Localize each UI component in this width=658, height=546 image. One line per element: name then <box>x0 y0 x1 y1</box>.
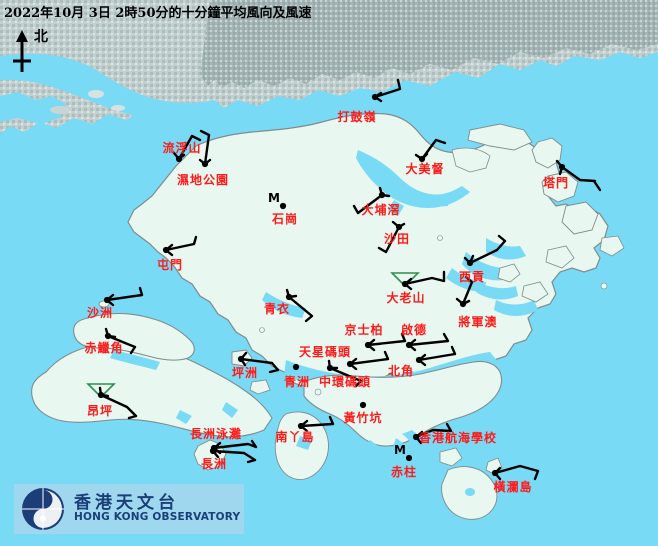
station-label-lau-fau-shan[interactable]: 流浮山 <box>162 141 202 155</box>
station-label-kai-tak[interactable]: 啟德 <box>400 323 428 337</box>
north-label: 北 <box>34 29 48 45</box>
station-label-waglan-island[interactable]: 橫瀾島 <box>493 480 533 494</box>
north-arrow: 北 <box>8 28 68 76</box>
station-label-peng-chau[interactable]: 坪洲 <box>231 366 259 380</box>
station-label-tates-cairn[interactable]: 大老山 <box>386 291 426 305</box>
station-label-hk-sea-school[interactable]: 香港航海學校 <box>418 431 498 445</box>
station-label-tuen-mun[interactable]: 屯門 <box>156 258 184 272</box>
station-label-sha-chau[interactable]: 沙洲 <box>86 306 114 320</box>
calm-marker-shek-kong: M <box>268 191 280 205</box>
station-label-tai-po-kau[interactable]: 大埔滘 <box>361 203 401 217</box>
station-label-tap-mun[interactable]: 塔門 <box>542 176 570 190</box>
station-label-tsing-yi[interactable]: 青衣 <box>263 302 291 316</box>
logo-name-cn: 香港天文台 <box>74 492 179 513</box>
page-title: 2022年10月 3日 2時50分的十分鐘平均風向及風速 <box>4 6 312 21</box>
station-label-chek-lap-kok[interactable]: 赤鱲角 <box>84 341 124 355</box>
hko-logo: 香港天文台 HONG KONG OBSERVATORY <box>14 484 244 534</box>
station-label-wetland-park[interactable]: 濕地公園 <box>176 173 230 187</box>
station-label-tseung-kwan-o[interactable]: 將軍澳 <box>458 315 498 329</box>
station-label-wong-chuk-hang[interactable]: 黃竹坑 <box>343 411 383 425</box>
station-label-lamma-island[interactable]: 南丫島 <box>275 430 315 444</box>
station-label-cheung-chau-b[interactable]: 長洲泳灘 <box>189 427 243 441</box>
station-label-sha-tin[interactable]: 沙田 <box>383 232 411 246</box>
logo-name-en: HONG KONG OBSERVATORY <box>74 511 241 524</box>
station-label-sai-kung[interactable]: 西貢 <box>458 270 486 284</box>
station-label-stanley[interactable]: 赤柱 <box>390 465 418 479</box>
station-label-ta-kwu-ling[interactable]: 打鼓嶺 <box>337 110 377 124</box>
station-label-star-ferry[interactable]: 天星碼頭 <box>298 345 352 359</box>
station-label-central-pier[interactable]: 中環碼頭 <box>318 375 372 389</box>
station-label-tai-mei-tuk[interactable]: 大美督 <box>405 162 445 176</box>
calm-marker-stanley: M <box>394 443 406 457</box>
station-label-ngong-ping[interactable]: 昂坪 <box>86 404 114 418</box>
station-label-shek-kong[interactable]: 石崗 <box>271 212 299 226</box>
mainland-shenzhen <box>0 0 658 134</box>
station-label-kings-park[interactable]: 京士柏 <box>344 323 384 337</box>
station-label-north-point[interactable]: 北角 <box>387 364 415 378</box>
hko-logo-icon <box>22 488 64 530</box>
station-label-green-island[interactable]: 青洲 <box>283 375 311 389</box>
north-arrow-icon <box>13 30 31 72</box>
station-label-cheung-chau[interactable]: 長洲 <box>200 457 228 471</box>
